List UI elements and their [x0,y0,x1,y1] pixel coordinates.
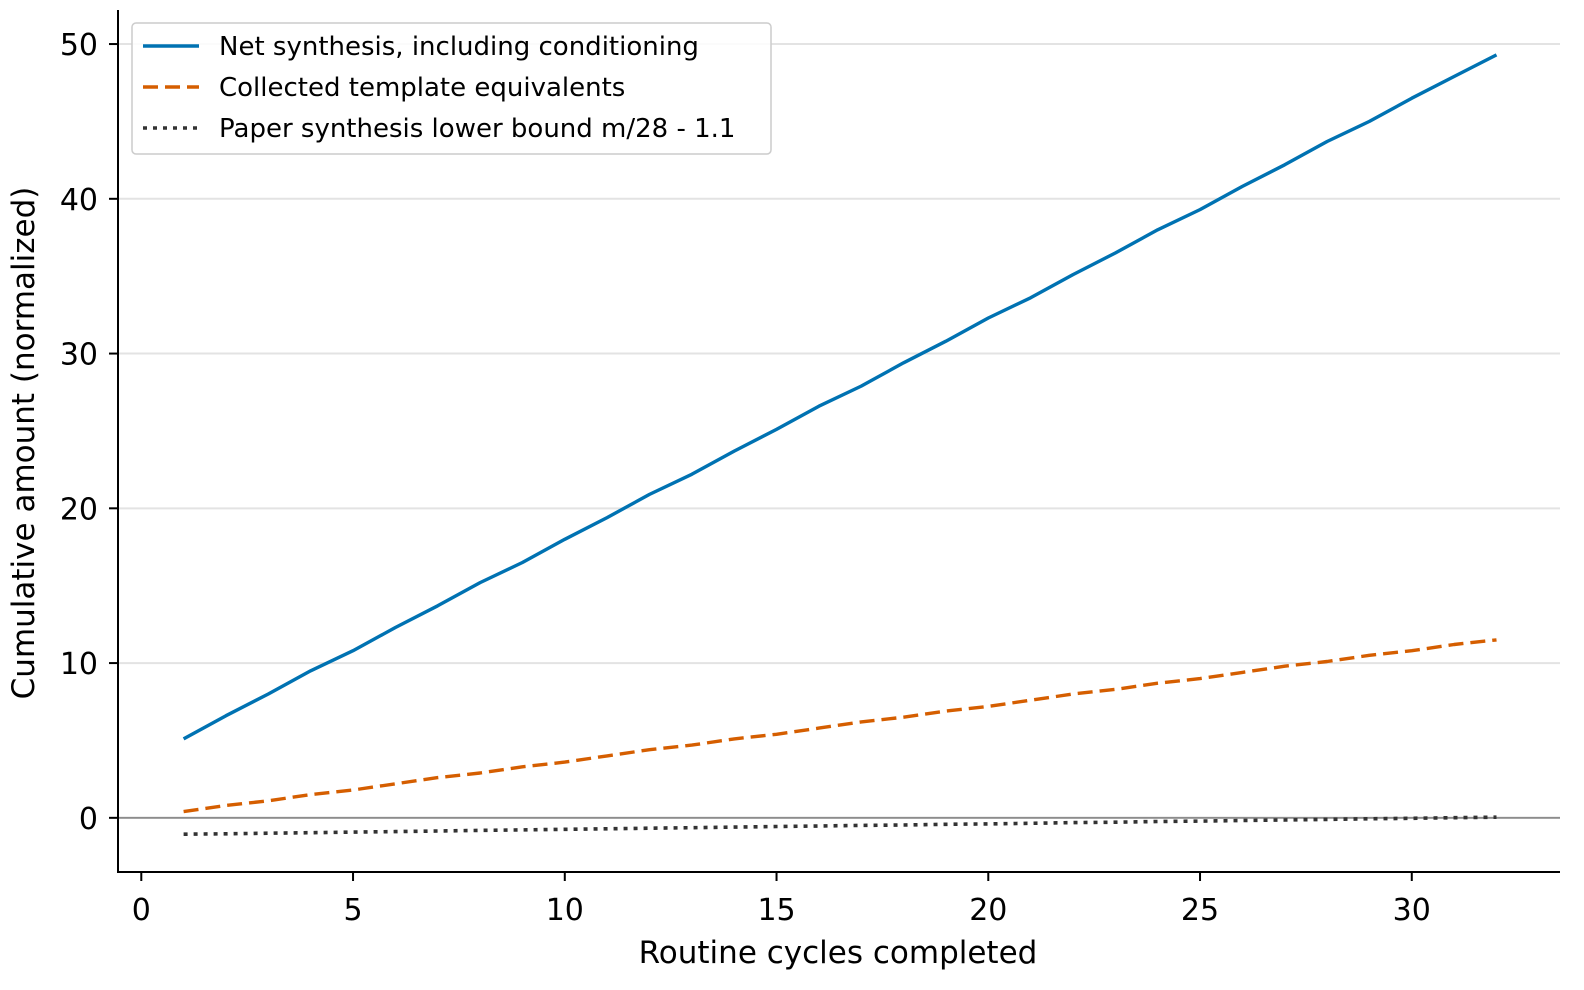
y-tick-label: 30 [60,338,98,373]
x-tick-label: 25 [1181,893,1219,928]
series-line-1 [183,638,1497,814]
y-tick-label: 20 [60,492,98,527]
axes [117,10,1560,873]
legend-label-1: Collected template equivalents [219,73,625,103]
legend-label-2: Paper synthesis lower bound m/28 - 1.1 [219,114,735,144]
x-tick-label: 15 [757,893,795,928]
x-axis-ticks: 0 5 10 15 20 25 30 [132,872,1431,928]
y-tick-label: 0 [79,802,98,837]
y-tick-label: 50 [60,28,98,63]
series-line-0 [182,53,1498,741]
x-tick-label: 10 [546,893,584,928]
x-axis-label: Routine cycles completed [639,935,1038,971]
legend-label-0: Net synthesis, including conditioning [219,32,699,62]
legend: Net synthesis, including conditioning Col… [131,22,772,155]
series-line-2 [183,815,1497,836]
x-tick-label: 30 [1393,893,1431,928]
y-axis-label: Cumulative amount (normalized) [6,187,42,700]
gridlines [118,43,1560,819]
series-lines [182,53,1498,836]
x-tick-label: 5 [343,893,362,928]
y-axis-ticks: 0 10 20 30 40 50 [60,28,118,837]
y-tick-label: 40 [60,183,98,218]
y-tick-label: 10 [60,647,98,682]
legend-box [131,22,772,155]
x-tick-label: 20 [969,893,1007,928]
x-tick-label: 0 [132,893,151,928]
